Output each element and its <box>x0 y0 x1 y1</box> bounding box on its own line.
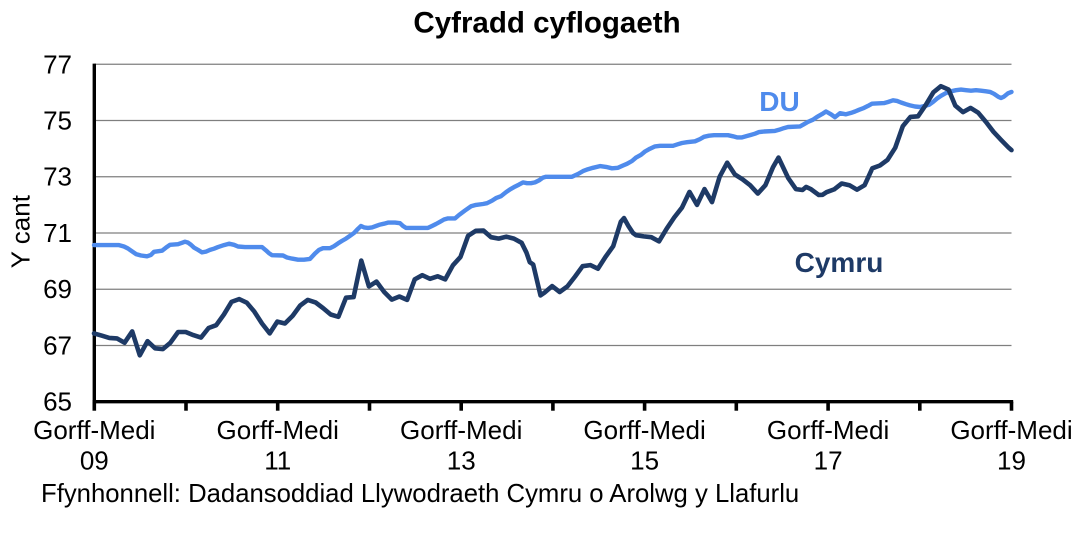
svg-text:Gorff-Medi: Gorff-Medi <box>400 415 522 445</box>
svg-text:17: 17 <box>814 445 843 475</box>
svg-text:77: 77 <box>43 49 72 79</box>
svg-text:Y cant: Y cant <box>6 194 36 268</box>
svg-text:73: 73 <box>43 162 72 192</box>
svg-text:69: 69 <box>43 274 72 304</box>
svg-text:75: 75 <box>43 106 72 136</box>
svg-text:71: 71 <box>43 218 72 248</box>
svg-text:65: 65 <box>43 387 72 417</box>
svg-text:Cymru: Cymru <box>795 247 884 278</box>
svg-text:DU: DU <box>759 86 799 117</box>
svg-text:67: 67 <box>43 330 72 360</box>
svg-text:19: 19 <box>997 445 1026 475</box>
svg-text:Ffynhonnell: Dadansoddiad Llyw: Ffynhonnell: Dadansoddiad Llywodraeth Cy… <box>41 480 799 508</box>
svg-text:Gorff-Medi: Gorff-Medi <box>583 415 705 445</box>
svg-text:Gorff-Medi: Gorff-Medi <box>767 415 889 445</box>
svg-text:Cyfradd cyflogaeth: Cyfradd cyflogaeth <box>413 7 680 40</box>
svg-text:09: 09 <box>80 445 109 475</box>
svg-text:11: 11 <box>264 445 291 475</box>
svg-text:13: 13 <box>447 445 476 475</box>
svg-text:Gorff-Medi: Gorff-Medi <box>33 415 155 445</box>
svg-text:Gorff-Medi: Gorff-Medi <box>217 415 339 445</box>
svg-text:15: 15 <box>630 445 659 475</box>
svg-text:Gorff-Medi: Gorff-Medi <box>950 415 1072 445</box>
